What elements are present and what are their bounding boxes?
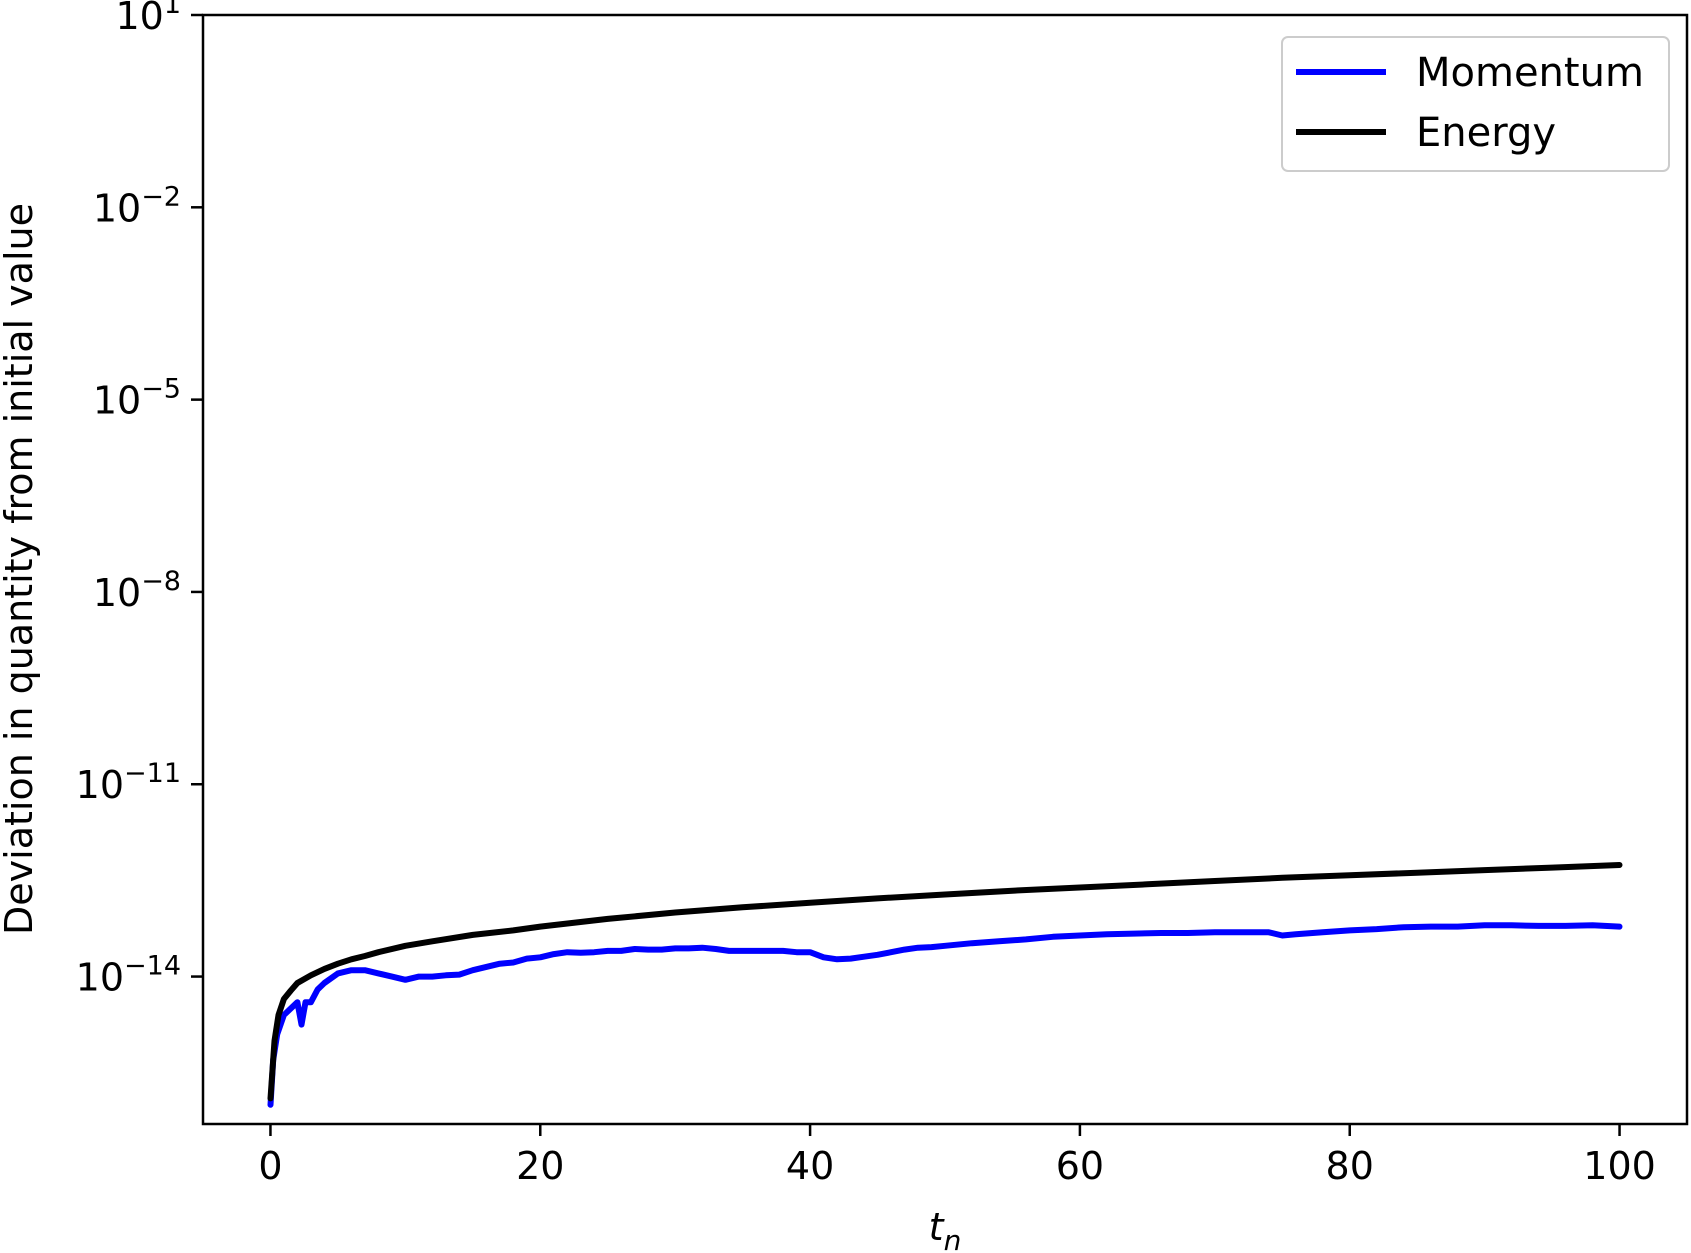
y-axis-ticks: 101 10−2 10−5 10−8 10−11 10−14	[76, 0, 203, 1000]
x-axis-label-main: t	[929, 1205, 946, 1249]
y-tick-label: 10−11	[76, 758, 181, 807]
series-layer	[267, 862, 1623, 1108]
x-axis-ticks: 0 20 40 60 80 100	[258, 1124, 1656, 1188]
legend-momentum-label: Momentum	[1416, 50, 1644, 96]
y-tick-label: 10−5	[93, 374, 181, 423]
x-tick-label: 100	[1583, 1144, 1656, 1188]
x-tick-label: 0	[258, 1144, 282, 1188]
y-tick-label: 101	[115, 0, 181, 38]
y-axis-label: Deviation in quantity from initial value	[0, 203, 41, 935]
x-tick-label: 80	[1326, 1144, 1374, 1188]
legend: Momentum Energy	[1281, 36, 1670, 172]
series-line-energy	[267, 862, 1623, 1102]
y-tick-label: 10−14	[76, 951, 181, 1000]
series-line-momentum	[267, 922, 1623, 1108]
x-axis-label-sub: n	[944, 1224, 962, 1253]
x-tick-label: 60	[1056, 1144, 1104, 1188]
x-tick-label: 20	[516, 1144, 564, 1188]
x-tick-label: 40	[786, 1144, 834, 1188]
plot-frame	[201, 13, 1689, 1126]
legend-energy-label: Energy	[1416, 110, 1556, 156]
y-tick-label: 10−8	[93, 566, 181, 615]
y-tick-label: 10−2	[93, 181, 181, 230]
x-axis-label: tn	[929, 1205, 962, 1253]
